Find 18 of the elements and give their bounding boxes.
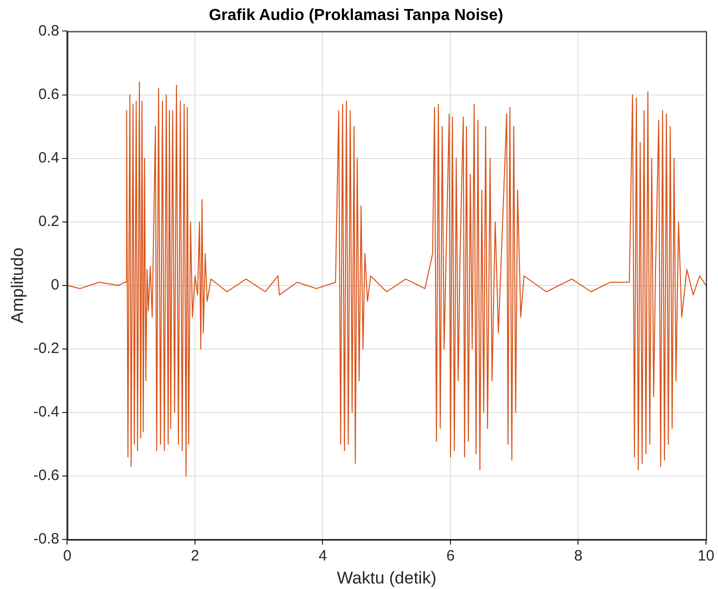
x-tick-label: 2: [190, 548, 200, 565]
x-tick-label: 10: [698, 548, 714, 565]
y-tick-label: 0.4: [38, 149, 60, 166]
x-tick-label: 8: [574, 548, 582, 565]
x-axis-title: Waktu (detik): [336, 568, 436, 588]
y-tick-label: 0.6: [38, 86, 60, 103]
y-tick-label: -0.4: [33, 404, 60, 421]
y-tick-label: -0.6: [33, 467, 60, 484]
y-tick-label: -0.2: [33, 340, 60, 358]
x-tick-label: 6: [446, 548, 455, 565]
y-tick-label: 0: [50, 276, 60, 294]
y-tick-label: -0.8: [33, 530, 60, 548]
y-axis-title: Amplitudo: [8, 248, 27, 324]
y-tick-label: 0.2: [38, 212, 60, 230]
y-tick-label: 0.8: [38, 22, 60, 40]
chart-title: Grafik Audio (Proklamasi Tanpa Noise): [208, 7, 504, 24]
x-tick-label: 0: [63, 548, 72, 565]
x-tick-label: 4: [318, 548, 327, 565]
